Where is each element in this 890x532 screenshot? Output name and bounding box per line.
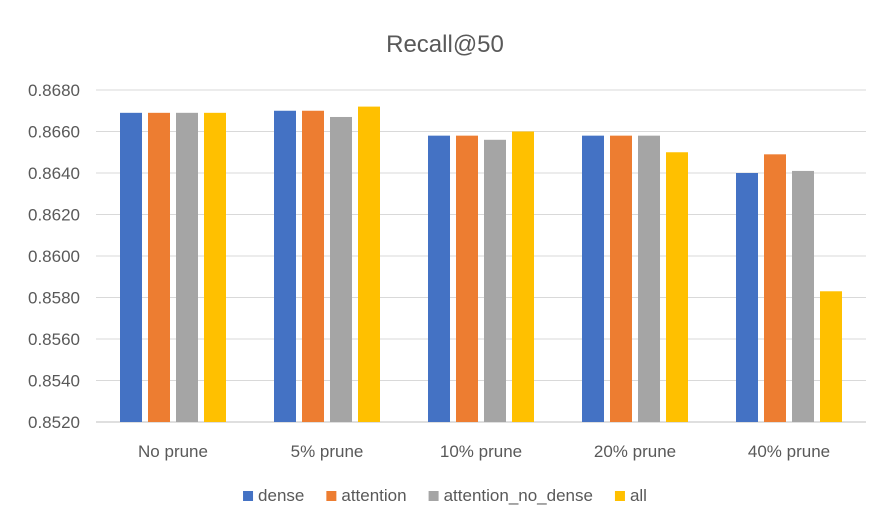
bar-attention [764,154,786,422]
bar-attention [456,135,478,422]
bar-dense [120,112,142,422]
y-tick-label: 0.8560 [28,330,80,349]
bar-attention-no-dense [484,139,506,423]
y-tick-label: 0.8600 [28,247,80,266]
bar-dense [736,173,758,422]
bar-attention-no-dense [638,135,660,422]
bar-dense [274,110,296,422]
bar-all [820,291,842,422]
x-tick-label: 40% prune [748,442,830,461]
x-tick-label: 20% prune [594,442,676,461]
legend-label: attention_no_dense [444,486,593,505]
legend-swatch-dense [243,491,254,501]
legend: dense attention attention_no_dense all [243,486,647,505]
bar-all [204,112,226,422]
x-tick-label: 10% prune [440,442,522,461]
y-axis-ticks: 0.8520 0.8540 0.8560 0.8580 0.8600 0.8620 0.86… [28,81,80,432]
legend-swatch-attention [326,491,337,501]
x-axis-ticks: No prune 5% prune 10% prune 20% prune 40% pr… [138,442,830,461]
bar-dense [428,135,450,422]
legend-label: all [630,486,647,505]
bar-dense [582,135,604,422]
bar-attention-no-dense [176,112,198,422]
y-tick-label: 0.8620 [28,206,80,225]
bar-attention-no-dense [330,116,352,422]
x-tick-label: No prune [138,442,208,461]
y-tick-label: 0.8640 [28,164,80,183]
y-tick-label: 0.8540 [28,372,80,391]
bar-attention-no-dense [792,170,814,422]
chart-title: Recall@50 [386,31,504,58]
bar-attention [610,135,632,422]
bar-attention [302,110,324,422]
legend-label: dense [258,486,304,505]
y-tick-label: 0.8580 [28,289,80,308]
legend-swatch-all [614,491,625,501]
bar-all [666,152,688,422]
bar-all [358,106,380,422]
y-tick-label: 0.8520 [28,413,80,432]
bars [120,106,842,423]
legend-label: attention [341,486,406,505]
y-tick-label: 0.8660 [28,123,80,142]
y-tick-label: 0.8680 [28,81,80,100]
bar-all [512,131,534,422]
bar-attention [148,112,170,422]
x-tick-label: 5% prune [291,442,364,461]
legend-swatch-attention-no-dense [428,491,439,501]
